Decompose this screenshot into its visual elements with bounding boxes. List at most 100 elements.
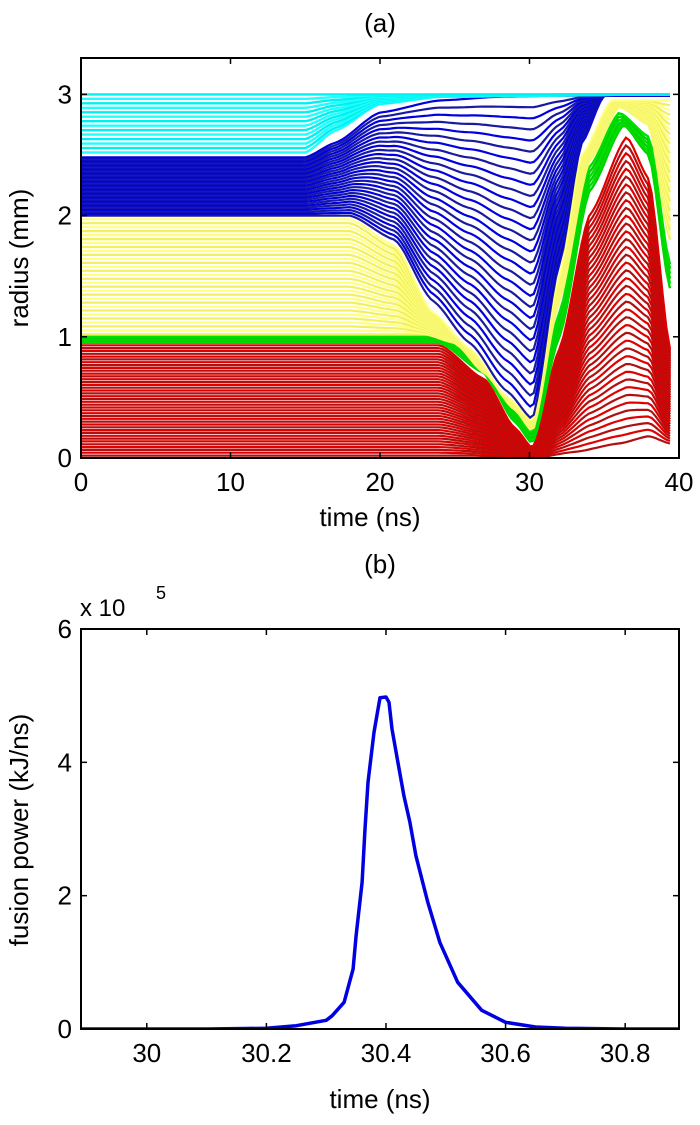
- series-green-layer: [81, 111, 672, 443]
- panel-b-x-ticks: 30 30.2 30.4 30.6 30.8: [132, 629, 650, 1068]
- trajectory-line: [81, 292, 672, 454]
- data-point: [480, 1009, 483, 1012]
- data-point: [391, 728, 393, 730]
- data-point: [409, 821, 411, 824]
- panel-a-y-ticks: 0 1 2 3: [58, 79, 679, 473]
- trajectory-line: [81, 111, 672, 434]
- x-tick-label: 0: [74, 467, 88, 497]
- x-tick-label: 20: [366, 467, 395, 497]
- data-point: [352, 968, 354, 970]
- trajectory-line: [81, 428, 671, 458]
- data-point: [534, 1026, 537, 1028]
- data-point: [504, 1021, 507, 1024]
- data-point: [331, 1014, 334, 1017]
- panel-a-title: (a): [364, 8, 396, 38]
- series-cyan-layer: [81, 93, 670, 154]
- panel-b-axes-box: [80, 628, 680, 1030]
- trajectory-line: [81, 94, 670, 161]
- trajectory-line: [81, 94, 670, 163]
- trajectory-line: [81, 136, 672, 448]
- x-tick-label: 30: [132, 1038, 161, 1068]
- panel-b-y-axis-label: fusion power (kJ/ns): [4, 714, 34, 947]
- data-point: [364, 828, 366, 830]
- y-tick-label: 4: [58, 747, 72, 777]
- x-tick-label: 30.8: [600, 1038, 651, 1068]
- data-point: [367, 781, 369, 784]
- trajectory-line: [81, 94, 670, 169]
- trajectory-line: [81, 370, 671, 457]
- y-tick-label: 2: [58, 881, 72, 911]
- x-tick-label: 30.6: [480, 1038, 531, 1068]
- y-tick-label: 1: [58, 322, 72, 352]
- trajectory-line: [81, 386, 671, 457]
- data-point: [388, 701, 390, 704]
- trajectory-line: [81, 316, 672, 455]
- x-tick-label: 40: [665, 467, 694, 497]
- trajectory-line: [81, 378, 671, 457]
- data-point: [385, 696, 387, 698]
- trajectory-line: [81, 94, 670, 242]
- data-point: [415, 854, 417, 857]
- trajectory-line: [81, 94, 670, 198]
- trajectory-line: [81, 94, 670, 175]
- y-tick-label: 0: [58, 443, 72, 473]
- data-point: [325, 1019, 328, 1022]
- panel-a-x-ticks: 0 10 20 30 40: [74, 58, 694, 497]
- panel-b-title: (b): [364, 549, 396, 579]
- trajectory-line: [81, 347, 671, 456]
- data-point: [373, 731, 375, 734]
- x-tick-label: 30.2: [241, 1038, 292, 1068]
- panel-a-y-axis-label: radius (mm): [4, 189, 34, 328]
- panel-b-plot-area: [81, 695, 679, 1029]
- trajectory-line: [81, 94, 670, 165]
- trajectory-line: [81, 393, 671, 458]
- trajectory-line: [81, 415, 671, 458]
- x-tick-label: 30.4: [361, 1038, 412, 1068]
- y-tick-label: 6: [58, 614, 72, 644]
- trajectory-line: [81, 94, 670, 220]
- trajectory-line: [81, 339, 671, 456]
- data-point: [439, 941, 441, 944]
- data-point: [427, 901, 429, 904]
- trajectory-line: [81, 94, 670, 231]
- data-point: [343, 1001, 345, 1004]
- data-point: [361, 881, 363, 884]
- data-point: [403, 794, 405, 797]
- data-point: [295, 1024, 298, 1027]
- trajectory-line: [81, 269, 672, 453]
- panel-a-x-axis-label: time (ns): [319, 502, 420, 532]
- trajectory-line: [81, 408, 671, 458]
- panel-b-y-exponent: 5: [156, 583, 166, 603]
- panel-b: (b) x 10 5 30 30.2 30.4 30.6 30.8 0 2 4 6 time …: [4, 549, 680, 1114]
- trajectory-line: [81, 401, 671, 458]
- trajectory-line: [81, 363, 671, 457]
- data-point: [355, 934, 357, 937]
- x-tick-label: 30: [515, 467, 544, 497]
- trajectory-line: [81, 323, 672, 455]
- fusion-power-line: [81, 695, 679, 1029]
- data-point: [456, 981, 459, 984]
- panel-b-y-ticks: 0 2 4 6: [58, 614, 679, 1044]
- panel-b-y-multiplier: x 10: [80, 595, 125, 622]
- trajectory-line: [81, 94, 670, 186]
- y-tick-label: 2: [58, 201, 72, 231]
- trajectory-line: [81, 435, 671, 458]
- trajectory-line: [81, 94, 670, 171]
- trajectory-line: [81, 284, 672, 454]
- x-tick-label: 10: [216, 467, 245, 497]
- y-tick-label: 0: [58, 1014, 72, 1044]
- trajectory-line: [81, 261, 672, 453]
- trajectory-line: [81, 355, 671, 456]
- y-tick-label: 3: [58, 79, 72, 109]
- series-fuel-inner-: [81, 136, 672, 458]
- panel-a: (a) 0 10 20 30 40 0 1 2 3 time (ns) radius (mm): [4, 8, 693, 532]
- trajectory-line: [81, 421, 671, 458]
- trajectory-line: [81, 99, 670, 422]
- series-blue-layer: [81, 94, 670, 420]
- trajectory-line: [81, 276, 672, 453]
- data-point: [397, 761, 399, 764]
- trajectory-line: [81, 94, 670, 209]
- panel-a-plot-area: [81, 93, 672, 458]
- panel-b-x-axis-label: time (ns): [329, 1084, 430, 1114]
